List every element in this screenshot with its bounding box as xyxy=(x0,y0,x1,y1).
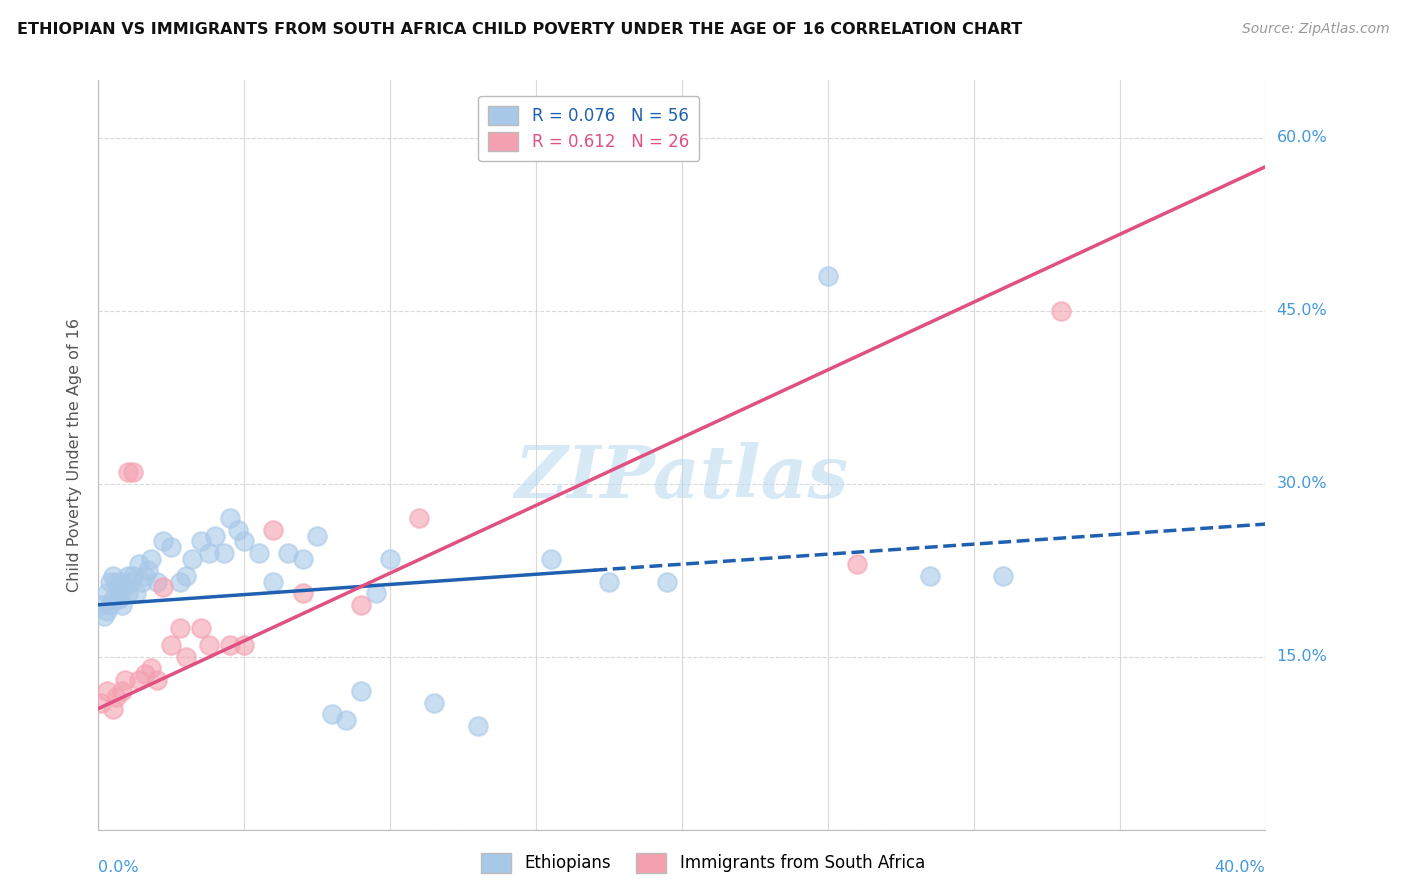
Point xyxy=(846,558,869,572)
Point xyxy=(101,592,124,607)
Point xyxy=(146,673,169,687)
Point xyxy=(134,569,156,583)
Point xyxy=(233,638,256,652)
Point xyxy=(991,569,1014,583)
Point xyxy=(139,661,162,675)
Point xyxy=(174,649,197,664)
Point xyxy=(111,684,134,698)
Point xyxy=(335,713,357,727)
Point xyxy=(918,569,941,583)
Point xyxy=(160,540,183,554)
Point xyxy=(262,574,284,589)
Point xyxy=(169,621,191,635)
Text: 60.0%: 60.0% xyxy=(1277,130,1327,145)
Y-axis label: Child Poverty Under the Age of 16: Child Poverty Under the Age of 16 xyxy=(67,318,83,592)
Point xyxy=(1050,303,1073,318)
Point xyxy=(228,523,250,537)
Point xyxy=(104,574,127,589)
Point xyxy=(657,574,679,589)
Point xyxy=(198,638,221,652)
Legend: R = 0.076   N = 56, R = 0.612   N = 26: R = 0.076 N = 56, R = 0.612 N = 26 xyxy=(478,96,699,161)
Point xyxy=(247,546,270,560)
Point xyxy=(423,696,446,710)
Point xyxy=(174,569,197,583)
Point xyxy=(307,528,329,542)
Point xyxy=(98,574,121,589)
Point xyxy=(90,598,112,612)
Point xyxy=(598,574,620,589)
Point xyxy=(117,586,139,600)
Point xyxy=(101,701,124,715)
Point xyxy=(114,673,136,687)
Point xyxy=(104,592,127,607)
Point xyxy=(131,574,153,589)
Point xyxy=(90,696,112,710)
Point xyxy=(117,465,139,479)
Point xyxy=(233,534,256,549)
Point xyxy=(93,609,115,624)
Point xyxy=(136,563,159,577)
Point xyxy=(96,603,118,617)
Legend: Ethiopians, Immigrants from South Africa: Ethiopians, Immigrants from South Africa xyxy=(475,847,931,880)
Point xyxy=(134,667,156,681)
Point xyxy=(277,546,299,560)
Point xyxy=(125,586,148,600)
Point xyxy=(122,465,145,479)
Point xyxy=(152,581,174,595)
Point xyxy=(350,598,373,612)
Point xyxy=(128,673,150,687)
Point xyxy=(180,551,202,566)
Point xyxy=(291,586,314,600)
Point xyxy=(350,684,373,698)
Point xyxy=(108,592,131,607)
Point xyxy=(408,511,430,525)
Point xyxy=(101,569,124,583)
Point xyxy=(291,551,314,566)
Point xyxy=(122,569,145,583)
Text: ZIPatlas: ZIPatlas xyxy=(515,442,849,513)
Point xyxy=(152,534,174,549)
Point xyxy=(364,586,387,600)
Point xyxy=(321,707,343,722)
Text: 30.0%: 30.0% xyxy=(1277,476,1327,491)
Point xyxy=(190,534,212,549)
Point xyxy=(218,511,240,525)
Text: 45.0%: 45.0% xyxy=(1277,303,1327,318)
Point xyxy=(262,523,284,537)
Point xyxy=(169,574,191,589)
Point xyxy=(120,574,142,589)
Point xyxy=(198,546,221,560)
Text: 40.0%: 40.0% xyxy=(1215,860,1265,875)
Text: 15.0%: 15.0% xyxy=(1277,649,1327,665)
Point xyxy=(540,551,562,566)
Point xyxy=(190,621,212,635)
Text: ETHIOPIAN VS IMMIGRANTS FROM SOUTH AFRICA CHILD POVERTY UNDER THE AGE OF 16 CORR: ETHIOPIAN VS IMMIGRANTS FROM SOUTH AFRIC… xyxy=(17,22,1022,37)
Point xyxy=(139,551,162,566)
Point xyxy=(111,574,134,589)
Point xyxy=(96,586,118,600)
Point xyxy=(218,638,240,652)
Point xyxy=(160,638,183,652)
Point xyxy=(114,581,136,595)
Point xyxy=(380,551,402,566)
Point xyxy=(117,569,139,583)
Text: Source: ZipAtlas.com: Source: ZipAtlas.com xyxy=(1241,22,1389,37)
Point xyxy=(111,598,134,612)
Point xyxy=(96,684,118,698)
Point xyxy=(212,546,235,560)
Point xyxy=(467,719,489,733)
Text: 0.0%: 0.0% xyxy=(98,860,139,875)
Point xyxy=(98,598,121,612)
Point xyxy=(128,558,150,572)
Point xyxy=(146,574,169,589)
Point xyxy=(817,269,839,284)
Point xyxy=(204,528,226,542)
Point xyxy=(104,690,127,704)
Point xyxy=(108,581,131,595)
